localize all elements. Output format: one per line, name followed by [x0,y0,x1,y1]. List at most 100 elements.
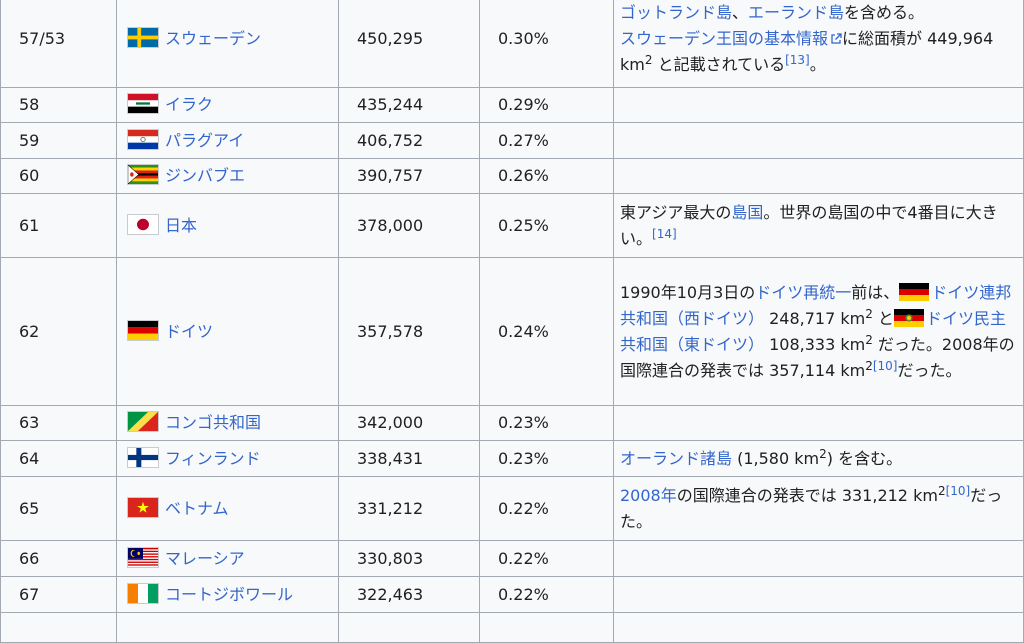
note-text: だった。 [620,485,1003,531]
note-link-reunification[interactable]: ドイツ再統一 [755,282,852,302]
table-row: 63 コンゴ共和国 342,000 0.23% [0,405,1024,441]
area-cell: 342,000 [338,405,480,441]
note-cell: 2008年の国際連合の発表では 331,212 km2[10]だった。 [613,476,1024,541]
note-text: ) を含む。 [826,448,903,468]
percent-cell: 0.30% [479,0,614,88]
country-link-paraguay[interactable]: パラグアイ [165,130,245,150]
note-text: に総面積が 449,964 km [620,29,994,74]
area-cell: 330,803 [338,540,480,577]
reference-link[interactable]: [10] [872,358,898,373]
rank-cell: 66 [0,540,117,577]
table-row [0,612,1024,643]
note-text: (1,580 km [732,448,820,468]
note-cell [613,405,1024,441]
reference-link[interactable]: [13] [785,53,810,67]
note-text: を含める。 [844,3,925,22]
vietnam-flag-icon [127,496,159,518]
table-row: 57/53 スウェーデン 450,295 0.30% ゴットランド島、エーランド… [0,0,1024,88]
superscript: 2 [644,53,653,67]
note-link-oland[interactable]: エーランド島 [748,3,845,22]
superscript: 2 [865,358,873,373]
note-text: 248,717 km [764,308,866,328]
country-link-germany[interactable]: ドイツ [165,321,214,341]
note-text: と記載されている [652,55,786,74]
note-cell [613,540,1024,577]
table-row: 59 パラグアイ 406,752 0.27% [0,122,1024,159]
table-row: 62 ドイツ 357,578 0.24% 1990年10月3日のドイツ再統一前は… [0,257,1024,406]
country-link-finland[interactable]: フィンランド [165,448,261,468]
note-cell: 1990年10月3日のドイツ再統一前は、 ドイツ連邦共和国（西ドイツ） 248,7… [613,257,1024,406]
area-cell: 322,463 [338,576,480,613]
reference-link[interactable]: [10] [945,483,971,498]
iraq-flag-icon [127,93,159,114]
rank-cell: 64 [0,440,117,477]
superscript: 2 [865,332,873,347]
country-cell: ジンバブエ [116,158,339,194]
percent-cell: 0.23% [479,440,614,477]
note-text: 108,333 km [764,334,866,354]
rank-cell: 61 [0,193,117,258]
congo-flag-icon [127,411,159,432]
zimbabwe-flag-icon [127,164,159,185]
table-row: 65 ベトナム 331,212 0.22% 2008年の国際連合の発表では 33… [0,476,1024,541]
country-link-zimbabwe[interactable]: ジンバブエ [165,166,246,185]
malaysia-flag-icon [127,546,159,568]
area-cell: 406,752 [338,122,480,159]
note-text: の国際連合の発表では 331,212 km [676,485,938,505]
note-link-aland[interactable]: オーランド諸島 [620,448,733,468]
country-link-vietnam[interactable]: ベトナム [165,498,229,518]
area-cell: 338,431 [338,440,480,477]
note-link-west-germany[interactable]: ドイツ連邦共和国（西ドイツ） [620,282,1012,328]
country-cell: ドイツ [116,257,339,406]
percent-cell: 0.22% [479,576,614,613]
country-cell: パラグアイ [116,122,339,159]
country-link-malaysia[interactable]: マレーシア [165,548,245,568]
reference-link[interactable]: [14] [652,226,677,241]
note-link-island-country[interactable]: 島国 [731,202,764,222]
east-germany-flag-icon [893,308,924,327]
area-cell: 450,295 [338,0,480,88]
area-cell: 435,244 [338,87,480,123]
note-cell: オーランド諸島 (1,580 km2) を含む。 [613,440,1024,477]
note-link-gotland[interactable]: ゴットランド島 [620,3,733,22]
percent-cell: 0.23% [479,405,614,441]
note-cell: ゴットランド島、エーランド島を含める。 スウェーデン王国の基本情報 に総面積が 44… [613,0,1024,88]
area-cell: 378,000 [338,193,480,258]
country-cell: コートジボワール [116,576,339,613]
country-cell: ベトナム [116,476,339,541]
note-text: 。 [809,55,826,74]
note-link-2008[interactable]: 2008年 [620,485,677,505]
country-cell: コンゴ共和国 [116,405,339,441]
superscript: 2 [937,483,946,498]
rank-cell: 59 [0,122,117,159]
table-row: 64 フィンランド 338,431 0.23% オーランド諸島 (1,580 k… [0,440,1024,477]
country-link-ivory-coast[interactable]: コートジボワール [165,584,294,604]
note-link-east-germany[interactable]: ドイツ民主共和国（東ドイツ） [620,308,1006,354]
ivory-coast-flag-icon [127,582,159,604]
percent-cell: 0.29% [479,87,614,123]
table-row: 66 マレーシア 330,803 0.22% [0,540,1024,577]
country-cell: スウェーデン [116,0,339,88]
table-row: 60 ジンバブエ 390,757 0.26% [0,158,1024,194]
area-cell: 390,757 [338,158,480,194]
external-link-icon [830,27,842,44]
note-text: 前は、 [851,282,900,302]
country-link-congo[interactable]: コンゴ共和国 [165,413,262,432]
percent-cell: 0.24% [479,257,614,406]
rank-cell: 60 [0,158,117,194]
country-link-iraq[interactable]: イラク [165,95,214,114]
country-link-sweden[interactable]: スウェーデン [165,29,262,48]
note-link-sweden-info[interactable]: スウェーデン王国の基本情報 [620,29,829,48]
percent-cell: 0.26% [479,158,614,194]
country-link-japan[interactable]: 日本 [165,215,198,235]
note-cell [613,576,1024,613]
finland-flag-icon [127,446,159,468]
west-germany-flag-icon [899,282,930,301]
percent-cell: 0.27% [479,122,614,159]
note-text: だった。2008年の国際連合の発表では 357,114 km [620,334,1015,380]
sweden-flag-icon [127,27,159,48]
note-cell [613,158,1024,194]
area-cell: 331,212 [338,476,480,541]
note-cell [613,87,1024,123]
